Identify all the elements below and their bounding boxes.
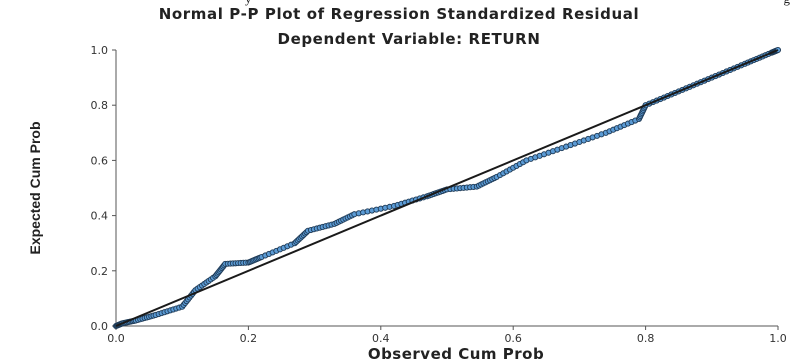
axes bbox=[115, 50, 778, 327]
y-tick-label: 1.0 bbox=[91, 44, 109, 57]
y-tick-label: 0.0 bbox=[91, 320, 109, 333]
chart-subtitle: Dependent Variable: RETURN bbox=[277, 30, 541, 48]
x-tick-label: 0.0 bbox=[107, 332, 125, 345]
caption-fragment-right: g bbox=[784, 0, 791, 6]
chart-title: Normal P-P Plot of Regression Standardiz… bbox=[158, 5, 640, 23]
y-tick-label: 0.4 bbox=[91, 210, 109, 223]
x-tick-label: 1.0 bbox=[769, 332, 787, 345]
x-tick-label: 0.4 bbox=[372, 332, 390, 345]
x-tick-label: 0.6 bbox=[504, 332, 522, 345]
caption-strip: y g bbox=[0, 0, 798, 6]
reference-line bbox=[115, 49, 779, 327]
x-axis-label: Observed Cum Prob bbox=[368, 345, 544, 363]
y-tick-label: 0.6 bbox=[91, 154, 109, 167]
y-tick-label: 0.2 bbox=[91, 265, 109, 278]
y-tick-label: 0.8 bbox=[91, 99, 109, 112]
caption-fragment-left: y bbox=[245, 0, 252, 6]
y-axis-label: Expected Cum Prob bbox=[27, 121, 43, 254]
x-tick-label: 0.2 bbox=[240, 332, 258, 345]
data-points bbox=[112, 46, 782, 330]
x-tick-label: 0.8 bbox=[637, 332, 655, 345]
